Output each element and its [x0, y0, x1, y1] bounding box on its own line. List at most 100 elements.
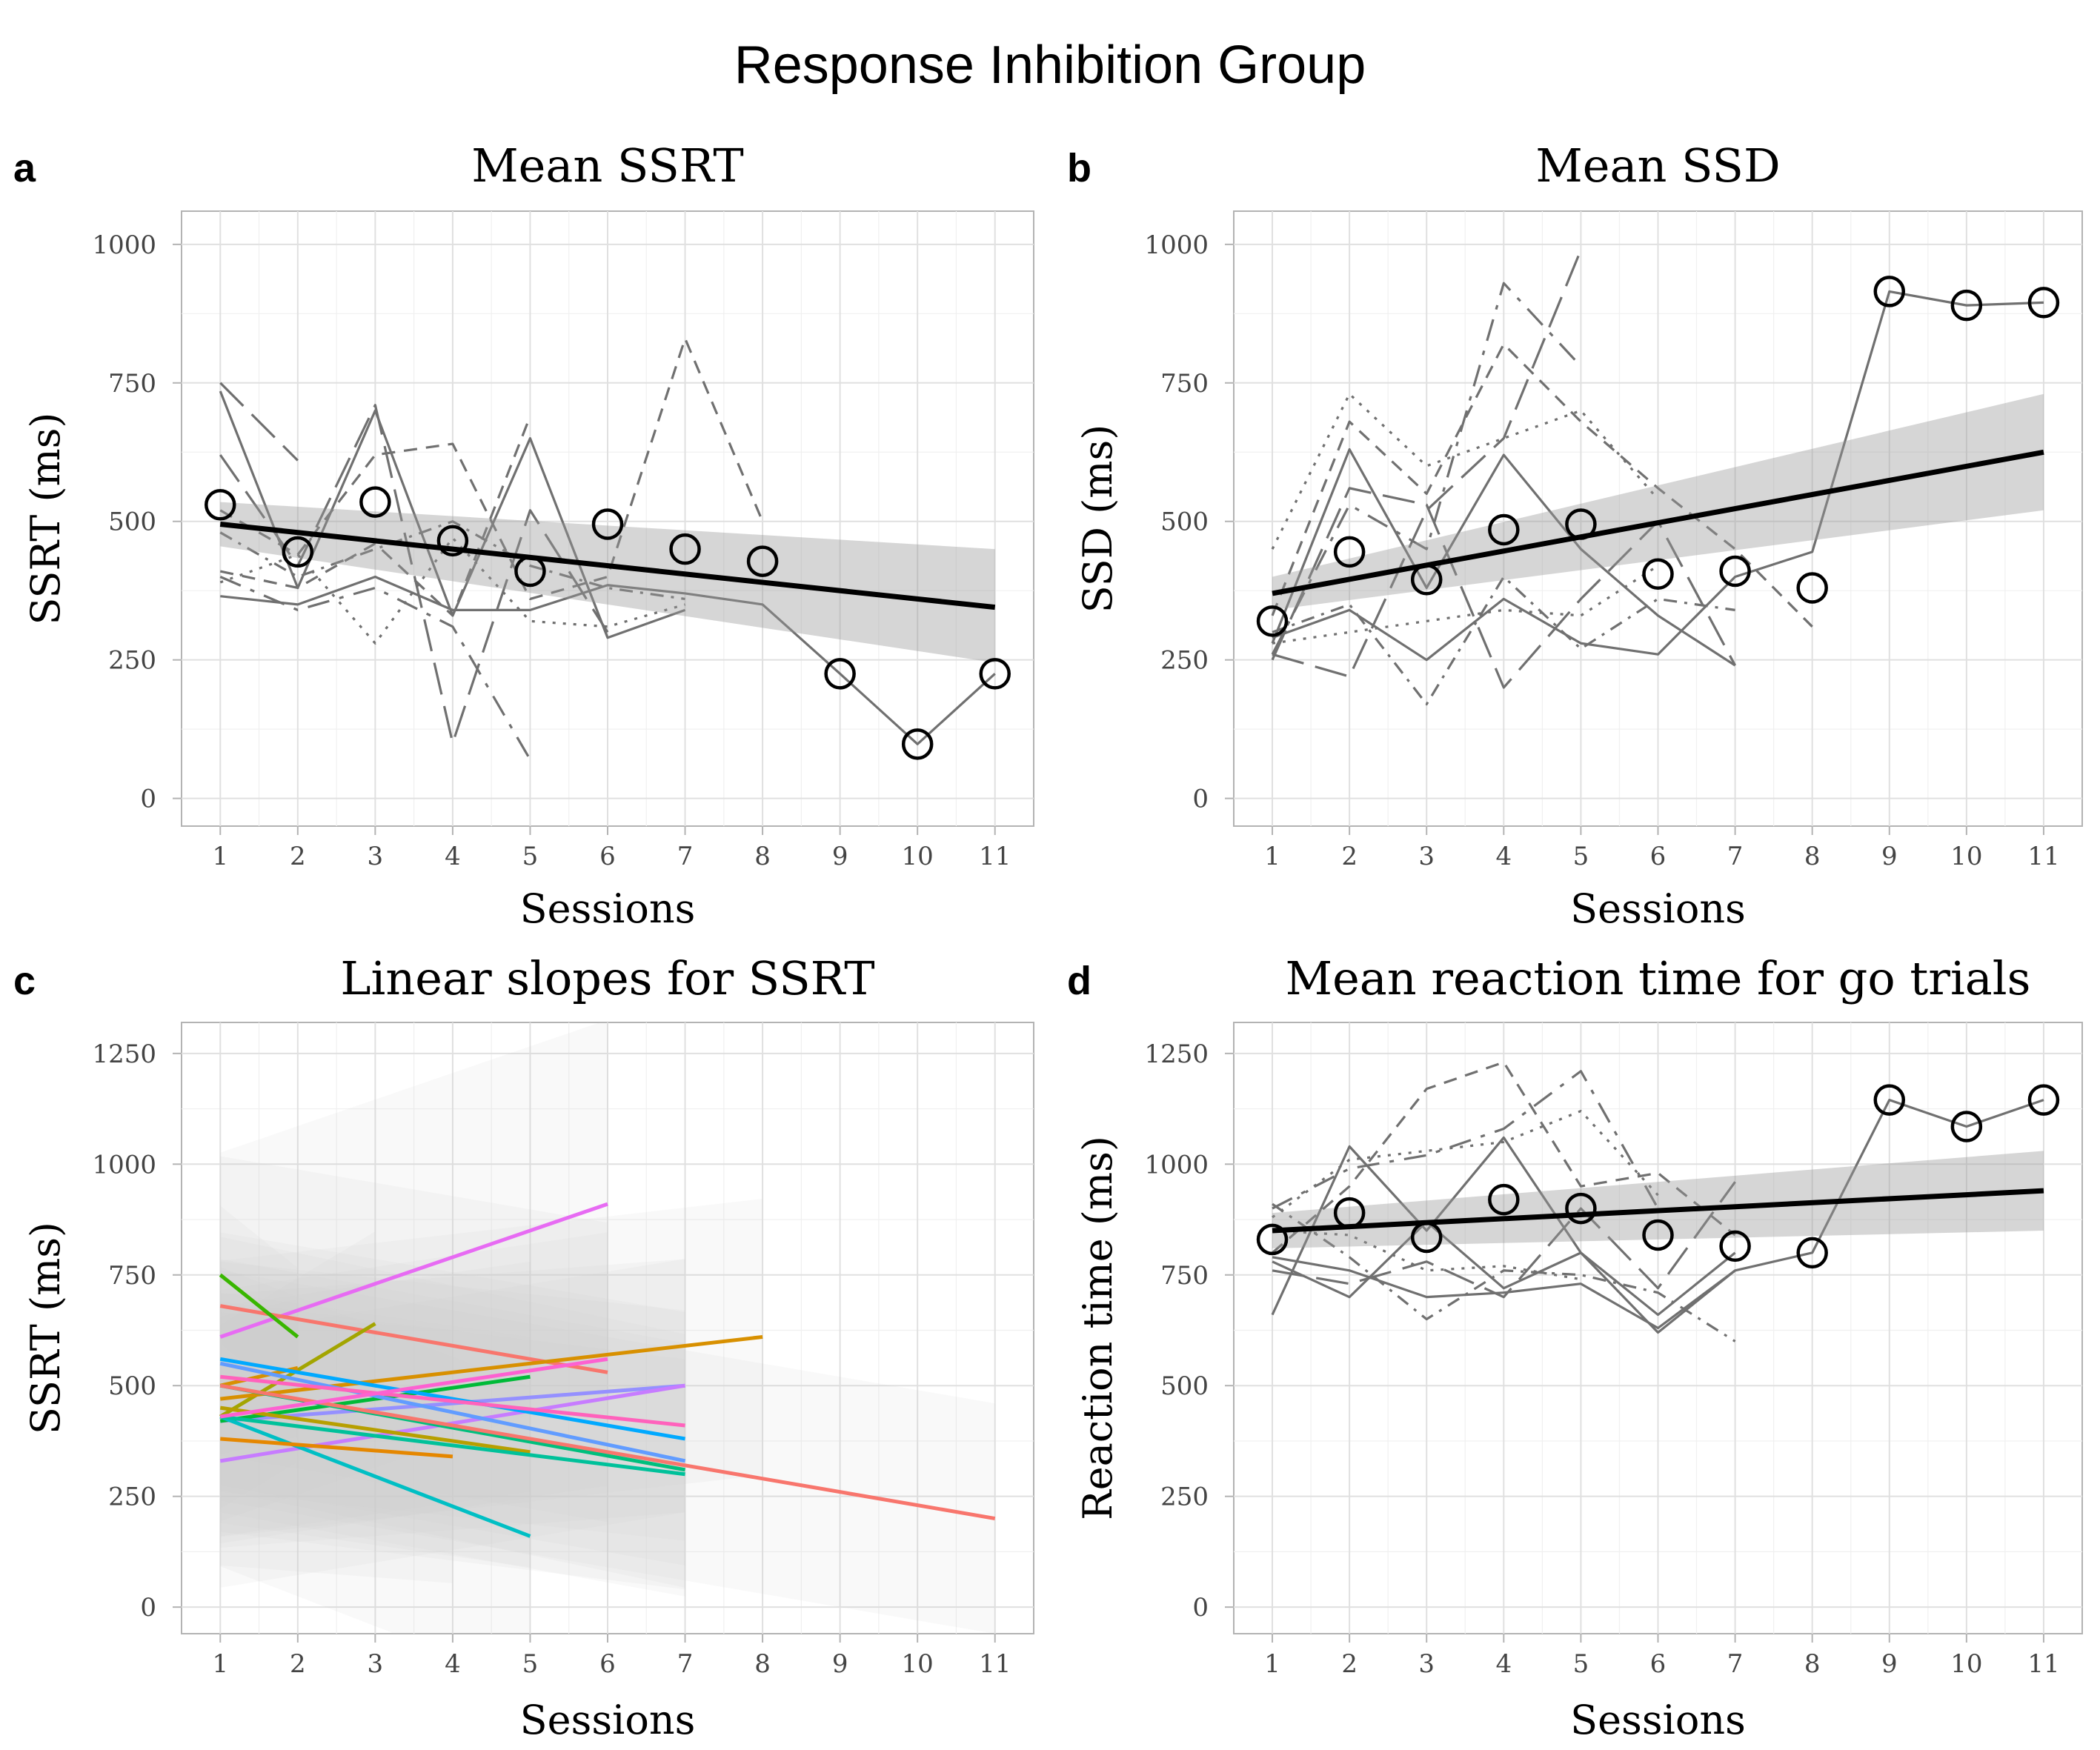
- marks-a: [205, 337, 1011, 761]
- participant-line: [219, 337, 764, 601]
- participant-line: [1271, 1136, 1736, 1334]
- participant-line: [219, 576, 531, 761]
- mean-point: [669, 533, 701, 565]
- x-tick-label: 10: [1950, 1649, 1982, 1679]
- x-tick-label: 10: [1950, 842, 1982, 871]
- panel-letter-b: b: [1067, 146, 1091, 190]
- x-tick-label: 9: [832, 1649, 848, 1679]
- x-tick-label: 9: [1881, 1649, 1898, 1679]
- y-tick-label: 500: [108, 1371, 156, 1401]
- y-tick-label: 250: [108, 1483, 156, 1512]
- panel-title-b: Mean SSD: [1535, 139, 1780, 193]
- x-tick-label: 1: [1264, 1649, 1280, 1679]
- slope-line: [219, 1383, 996, 1521]
- y-tick-label: 0: [1192, 1593, 1209, 1623]
- x-tick-label: 3: [368, 842, 384, 871]
- mean-point: [1565, 1192, 1597, 1225]
- participant-line: [1272, 1070, 1659, 1210]
- participant-line: [1272, 1061, 1736, 1254]
- x-tick-label: 6: [1650, 842, 1667, 871]
- x-tick-label: 3: [1418, 1649, 1435, 1679]
- y-tick-label: 250: [108, 646, 156, 676]
- mean-point: [2027, 1084, 2060, 1116]
- mean-point: [2027, 287, 2060, 319]
- slope-line: [220, 1437, 453, 1459]
- fit-line: [1272, 1188, 2044, 1234]
- x-tick-label: 6: [599, 842, 616, 871]
- x-tick-label: 7: [677, 842, 694, 871]
- mean-point: [1642, 558, 1674, 590]
- y-tick-label: 500: [108, 508, 156, 537]
- x-axis-label-b: Sessions: [1570, 885, 1746, 932]
- x-tick-label: 3: [1418, 842, 1435, 871]
- y-tick-label: 750: [108, 369, 156, 399]
- mean-point: [591, 508, 624, 540]
- x-tick-label: 1: [1264, 842, 1280, 871]
- x-tick-label: 1: [212, 1649, 228, 1679]
- mean-point: [1488, 1183, 1520, 1216]
- x-tick-label: 8: [754, 842, 771, 871]
- x-tick-label: 7: [1727, 1649, 1744, 1679]
- x-tick-label: 4: [445, 1649, 461, 1679]
- mean-point: [1410, 564, 1443, 596]
- x-tick-label: 8: [754, 1649, 771, 1679]
- slope-line: [219, 1334, 763, 1401]
- participant-line: [219, 520, 685, 601]
- panel-c: c Linear slopes for SSRT 1 2 3 4 5 6 7 8 9 10 11 0 250…: [13, 951, 1034, 1743]
- y-tick-label: 250: [1160, 646, 1209, 676]
- x-tick-label: 2: [290, 1649, 306, 1679]
- mean-point: [359, 486, 391, 518]
- participant-line: [1272, 565, 1659, 645]
- slope-line: [219, 1357, 685, 1441]
- grid-b: [1234, 211, 2082, 826]
- x-tick-label: 5: [1573, 842, 1589, 871]
- x-tick-label: 3: [368, 1649, 384, 1679]
- y-tick-label: 750: [1160, 1261, 1209, 1291]
- y-axis-label-c: SSRT (ms): [22, 1222, 69, 1434]
- y-tick-label: 1250: [92, 1039, 156, 1069]
- y-tick-label: 1000: [1144, 1150, 1209, 1180]
- participant-line: [219, 416, 531, 617]
- mean-point: [282, 536, 314, 568]
- slope-line: [220, 1383, 685, 1423]
- mean-point: [1719, 555, 1751, 588]
- x-axis-label-a: Sessions: [520, 885, 696, 932]
- slope-line: [219, 1273, 299, 1339]
- x-tick-label: 2: [1341, 842, 1358, 871]
- y-axis-label-d: Reaction time (ms): [1074, 1136, 1121, 1520]
- x-tick-label: 4: [1495, 1649, 1512, 1679]
- x-tick-label: 4: [445, 842, 461, 871]
- mean-point: [1410, 1221, 1443, 1254]
- x-tick-label: 11: [979, 1649, 1011, 1679]
- slope-line: [219, 1414, 531, 1538]
- x-tick-label: 5: [522, 1649, 539, 1679]
- x-tick-label: 5: [522, 842, 539, 871]
- mean-point: [824, 658, 856, 690]
- marks-d: [1256, 1061, 2060, 1343]
- panel-title-d: Mean reaction time for go trials: [1286, 951, 2031, 1005]
- grid-d: [1234, 1022, 2082, 1634]
- x-tick-label: 9: [832, 842, 848, 871]
- mean-point: [979, 658, 1011, 690]
- x-tick-label: 1: [212, 842, 228, 871]
- x-axis-label-c: Sessions: [520, 1697, 696, 1743]
- y-tick-label: 750: [1160, 369, 1209, 399]
- mean-point: [1796, 572, 1828, 604]
- y-tick-label: 1000: [92, 230, 156, 260]
- mean-point: [1488, 513, 1520, 546]
- x-tick-label: 11: [2027, 842, 2059, 871]
- panel-title-a: Mean SSRT: [471, 139, 744, 193]
- y-tick-label: 500: [1160, 508, 1209, 537]
- y-tick-label: 1000: [92, 1150, 156, 1180]
- x-tick-label: 7: [677, 1649, 694, 1679]
- y-axis-label-a: SSRT (ms): [22, 413, 69, 625]
- panel-a: a Mean SSRT 1 2 3 4 5 6 7 8 9 10 11 0 250 500 750 1000 Ses…: [13, 139, 1034, 932]
- y-tick-label: 1000: [1144, 230, 1209, 260]
- participant-line: [1272, 1099, 2044, 1330]
- mean-point: [1950, 1111, 1983, 1142]
- mean-point: [1642, 1219, 1674, 1251]
- mean-point: [1256, 605, 1289, 637]
- slope-line: [219, 1322, 376, 1419]
- fit-confidence-band: [1272, 1151, 2044, 1248]
